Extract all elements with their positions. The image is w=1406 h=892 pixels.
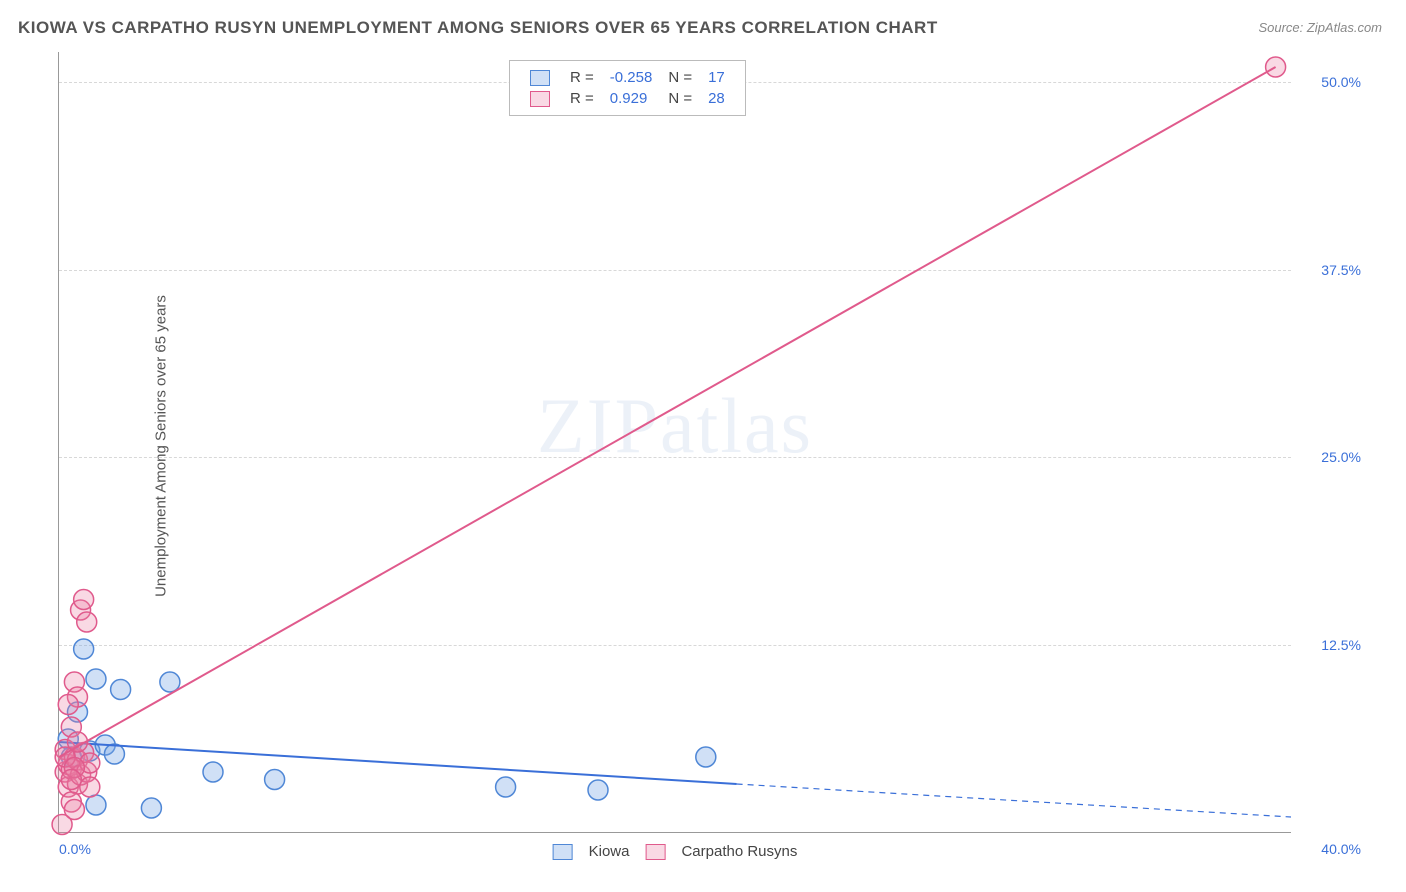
data-point xyxy=(696,747,716,767)
legend-r-value: 0.929 xyxy=(602,88,661,109)
source-label: Source: ZipAtlas.com xyxy=(1258,20,1382,35)
y-tick-label: 37.5% xyxy=(1321,262,1361,278)
y-tick-label: 12.5% xyxy=(1321,637,1361,653)
legend-series-label: Kiowa xyxy=(589,843,630,860)
legend-swatch xyxy=(553,844,573,860)
legend-table: R =-0.258N =17R =0.929N =28 xyxy=(522,67,733,109)
legend-row: R =-0.258N =17 xyxy=(522,67,733,88)
legend-n-value: 28 xyxy=(700,88,733,109)
data-point xyxy=(74,590,94,610)
series-legend: Kiowa Carpatho Rusyns xyxy=(545,843,806,860)
correlation-legend: R =-0.258N =17R =0.929N =28 xyxy=(509,60,746,116)
data-point xyxy=(496,777,516,797)
data-point xyxy=(80,777,100,797)
trend-line xyxy=(59,67,1276,757)
data-point xyxy=(61,770,81,790)
legend-r-label: R = xyxy=(562,88,602,109)
legend-n-label: N = xyxy=(660,67,700,88)
trend-line xyxy=(59,742,737,784)
data-point xyxy=(77,612,97,632)
legend-r-value: -0.258 xyxy=(602,67,661,88)
data-point xyxy=(86,669,106,689)
legend-swatch xyxy=(530,91,550,107)
data-point xyxy=(86,795,106,815)
legend-n-label: N = xyxy=(660,88,700,109)
data-point xyxy=(111,680,131,700)
data-point xyxy=(104,744,124,764)
chart-title: KIOWA VS CARPATHO RUSYN UNEMPLOYMENT AMO… xyxy=(18,18,938,38)
legend-row: R =0.929N =28 xyxy=(522,88,733,109)
data-point xyxy=(64,800,84,820)
y-tick-label: 25.0% xyxy=(1321,449,1361,465)
data-point xyxy=(203,762,223,782)
legend-series-label: Carpatho Rusyns xyxy=(681,843,797,860)
data-point xyxy=(141,798,161,818)
data-point xyxy=(588,780,608,800)
data-point xyxy=(58,695,78,715)
data-point xyxy=(265,770,285,790)
legend-n-value: 17 xyxy=(700,67,733,88)
legend-swatch xyxy=(645,844,665,860)
x-tick-min: 0.0% xyxy=(59,841,91,857)
trend-line-extrapolated xyxy=(737,784,1291,817)
chart-svg xyxy=(59,52,1291,832)
plot-area: ZIPatlas 12.5%25.0%37.5%50.0% R =-0.258N… xyxy=(58,52,1291,833)
y-tick-label: 50.0% xyxy=(1321,74,1361,90)
legend-swatch xyxy=(530,70,550,86)
x-tick-max: 40.0% xyxy=(1321,841,1361,857)
legend-r-label: R = xyxy=(562,67,602,88)
data-point xyxy=(74,639,94,659)
